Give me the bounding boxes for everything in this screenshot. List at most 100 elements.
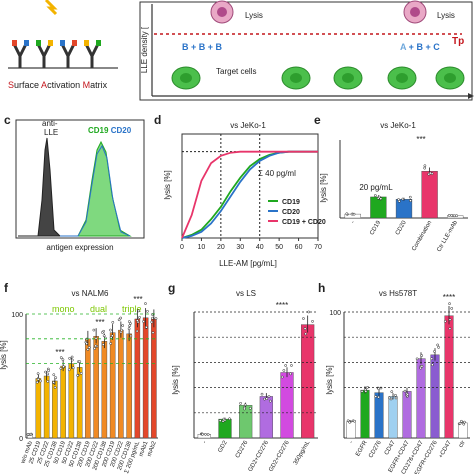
data-point bbox=[121, 324, 125, 327]
data-point bbox=[79, 371, 83, 375]
data-point bbox=[138, 316, 141, 319]
data-point bbox=[35, 380, 39, 384]
data-point bbox=[360, 390, 364, 393]
bar bbox=[126, 333, 132, 439]
target-cell-icon bbox=[281, 66, 311, 90]
panel-e: vs JeKo-1 lysis [%] 20 pg/mL *** - CD19 CD… bbox=[319, 121, 468, 253]
x-tick-label: 20 bbox=[217, 244, 225, 251]
target-cells-label: Target cells bbox=[216, 67, 256, 76]
panel-g-sig: **** bbox=[276, 301, 288, 310]
data-point bbox=[62, 365, 65, 368]
data-point bbox=[379, 197, 383, 201]
data-point bbox=[201, 432, 204, 436]
data-point bbox=[101, 331, 104, 334]
bar bbox=[118, 329, 124, 439]
data-point bbox=[117, 318, 121, 322]
data-point bbox=[120, 328, 123, 332]
data-point bbox=[145, 325, 148, 329]
data-point bbox=[54, 376, 58, 380]
bar bbox=[444, 315, 454, 439]
data-point bbox=[86, 348, 90, 351]
data-point bbox=[151, 316, 154, 320]
bar bbox=[93, 336, 99, 439]
data-point bbox=[39, 379, 42, 383]
data-point bbox=[388, 396, 391, 400]
category-label: CD276 bbox=[368, 439, 383, 459]
data-point bbox=[428, 171, 432, 175]
data-point bbox=[94, 344, 98, 348]
panel-e-annotation: 20 pg/mL bbox=[359, 183, 393, 192]
bar bbox=[85, 338, 91, 439]
data-point bbox=[377, 195, 381, 199]
panel-letter-g: g bbox=[168, 281, 175, 295]
data-point bbox=[52, 381, 55, 384]
data-point bbox=[26, 433, 30, 436]
data-point bbox=[111, 320, 115, 324]
data-point bbox=[379, 386, 383, 390]
data-point bbox=[263, 397, 266, 401]
data-point bbox=[284, 364, 287, 367]
category-label: 350pg/mL bbox=[293, 439, 312, 466]
tp-label: Tp bbox=[452, 36, 464, 47]
data-point bbox=[36, 377, 40, 381]
data-point bbox=[431, 363, 434, 367]
data-point bbox=[127, 327, 131, 331]
bar bbox=[43, 375, 50, 439]
data-point bbox=[401, 197, 405, 201]
panel-e-ylabel: lysis [%] bbox=[319, 173, 328, 202]
bar bbox=[68, 363, 75, 439]
data-point bbox=[144, 302, 147, 305]
data-point bbox=[267, 395, 271, 398]
data-point bbox=[448, 302, 451, 305]
data-point bbox=[311, 320, 314, 323]
category-label: GD2 bbox=[217, 439, 229, 453]
data-point bbox=[447, 214, 451, 217]
bar bbox=[370, 196, 387, 219]
target-cell-icon bbox=[171, 66, 201, 90]
data-point bbox=[92, 328, 96, 332]
data-point bbox=[289, 372, 292, 376]
data-point bbox=[269, 399, 272, 403]
data-point bbox=[260, 392, 264, 396]
x-tick-label: 30 bbox=[236, 244, 244, 251]
data-point bbox=[29, 432, 33, 436]
bar bbox=[109, 332, 116, 439]
data-point bbox=[68, 357, 71, 360]
data-point bbox=[206, 433, 210, 436]
lightning-icon bbox=[44, 0, 58, 16]
formula-abc: A + B + C bbox=[400, 42, 440, 52]
data-point bbox=[110, 334, 114, 338]
data-point bbox=[67, 368, 71, 372]
data-point bbox=[352, 212, 356, 216]
data-point bbox=[304, 332, 307, 336]
panel-c-frame bbox=[15, 119, 145, 239]
category-label: mAb2 bbox=[147, 440, 158, 457]
lysis-schematic: LLE density [ Tp Lysis Lysis B + B + B A… bbox=[139, 0, 474, 101]
data-point bbox=[455, 214, 459, 218]
category-label: CD276 bbox=[235, 439, 250, 459]
arrow-icon bbox=[468, 93, 474, 99]
panel-h: vs Hs578T lysis [%] **** - EGFR CD276 CD47E… bbox=[325, 289, 470, 474]
panel-h-title: vs Hs578T bbox=[379, 289, 417, 298]
anti-lle-line-2: LLE bbox=[44, 128, 58, 137]
bar bbox=[35, 378, 42, 439]
anti-lle-histogram bbox=[18, 137, 62, 237]
data-point bbox=[415, 357, 419, 361]
category-label: ctr bbox=[458, 440, 467, 449]
effector-cell-icon bbox=[403, 0, 427, 24]
category-label: Ctr LLE-mAb bbox=[436, 219, 459, 253]
data-point bbox=[423, 164, 427, 168]
bar bbox=[374, 392, 384, 439]
bar bbox=[346, 421, 356, 439]
data-point bbox=[44, 370, 47, 374]
data-point bbox=[142, 320, 145, 323]
data-point bbox=[243, 407, 246, 411]
x-tick-label: 10 bbox=[198, 244, 206, 251]
panel-c-xlabel: antigen expression bbox=[46, 243, 113, 252]
category-label: Combination bbox=[411, 220, 433, 252]
bar bbox=[142, 317, 149, 439]
data-point bbox=[348, 420, 352, 424]
data-point bbox=[36, 372, 40, 375]
data-point bbox=[93, 347, 96, 350]
